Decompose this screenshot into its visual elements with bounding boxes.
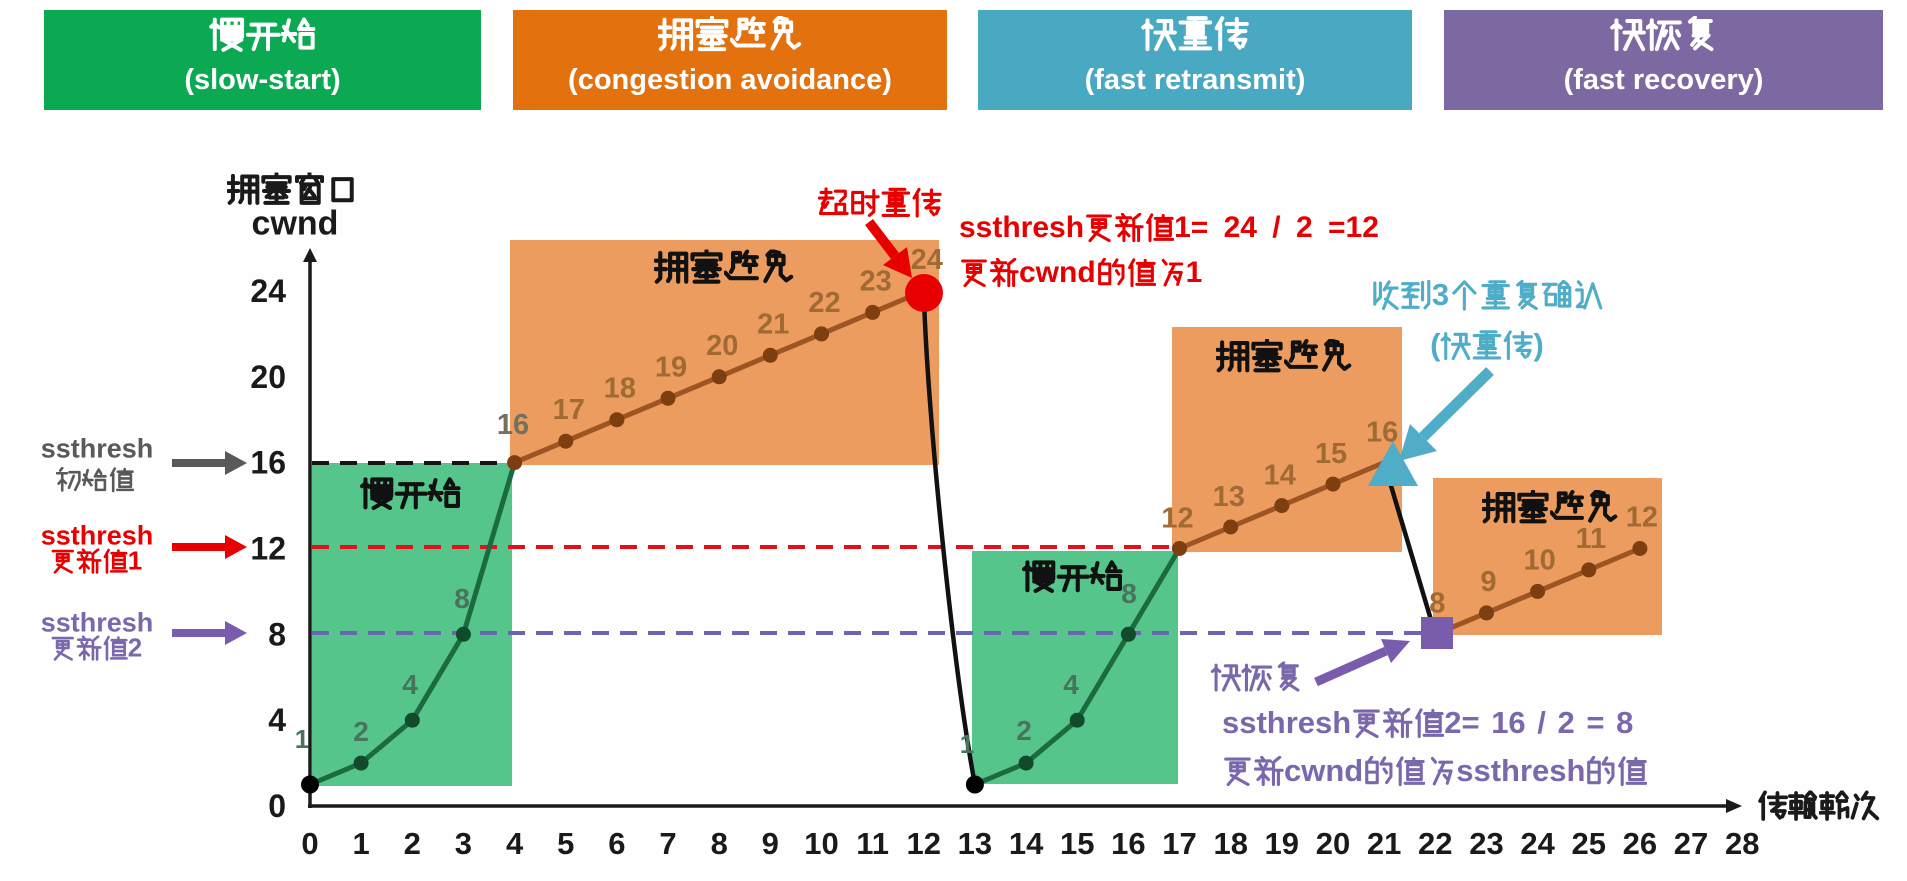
svg-text:4: 4 bbox=[402, 669, 418, 700]
svg-text:21: 21 bbox=[757, 308, 789, 340]
svg-text:22: 22 bbox=[808, 287, 840, 319]
svg-text:11: 11 bbox=[1575, 523, 1606, 555]
svg-text:20: 20 bbox=[706, 330, 738, 362]
svg-text:24: 24 bbox=[250, 273, 286, 309]
svg-text:28: 28 bbox=[1725, 826, 1759, 861]
svg-text:10: 10 bbox=[804, 826, 838, 861]
svg-text:2: 2 bbox=[404, 826, 421, 861]
svg-text:25: 25 bbox=[1572, 826, 1606, 861]
svg-text:2: 2 bbox=[1016, 715, 1032, 746]
svg-text:3: 3 bbox=[455, 826, 472, 861]
svg-text:14: 14 bbox=[1264, 460, 1296, 492]
svg-text:4: 4 bbox=[506, 826, 524, 861]
svg-text:24: 24 bbox=[1520, 826, 1555, 861]
svg-text:11: 11 bbox=[856, 826, 889, 861]
svg-text:18: 18 bbox=[1213, 826, 1247, 861]
svg-text:4: 4 bbox=[268, 702, 286, 738]
svg-text:12: 12 bbox=[1626, 502, 1658, 534]
svg-text:13: 13 bbox=[1213, 481, 1245, 513]
svg-text:20: 20 bbox=[1316, 826, 1350, 861]
svg-text:27: 27 bbox=[1674, 826, 1708, 861]
svg-text:26: 26 bbox=[1623, 826, 1657, 861]
svg-text:21: 21 bbox=[1367, 826, 1401, 861]
svg-text:23: 23 bbox=[1469, 826, 1503, 861]
svg-text:0: 0 bbox=[268, 788, 286, 824]
svg-text:22: 22 bbox=[1418, 826, 1452, 861]
svg-text:8: 8 bbox=[1429, 587, 1445, 619]
svg-text:13: 13 bbox=[958, 826, 992, 861]
svg-text:7: 7 bbox=[659, 826, 676, 861]
svg-text:16: 16 bbox=[1111, 826, 1145, 861]
svg-text:14: 14 bbox=[1009, 826, 1044, 861]
svg-text:12: 12 bbox=[907, 826, 941, 861]
svg-text:20: 20 bbox=[250, 359, 286, 395]
svg-text:8: 8 bbox=[1121, 578, 1137, 609]
svg-text:24: 24 bbox=[911, 244, 943, 276]
svg-text:12: 12 bbox=[1161, 503, 1193, 535]
svg-text:16: 16 bbox=[497, 409, 529, 441]
svg-text:15: 15 bbox=[1315, 438, 1347, 470]
svg-text:16: 16 bbox=[250, 445, 286, 481]
svg-text:9: 9 bbox=[1480, 566, 1496, 598]
svg-text:1: 1 bbox=[960, 729, 974, 759]
svg-text:0: 0 bbox=[301, 826, 318, 861]
svg-text:1: 1 bbox=[352, 826, 369, 861]
svg-text:2: 2 bbox=[353, 716, 369, 747]
svg-text:8: 8 bbox=[454, 583, 470, 614]
svg-text:10: 10 bbox=[1523, 544, 1555, 576]
svg-text:15: 15 bbox=[1060, 826, 1094, 861]
svg-text:23: 23 bbox=[859, 265, 891, 297]
svg-text:6: 6 bbox=[608, 826, 625, 861]
svg-text:18: 18 bbox=[604, 373, 636, 405]
svg-text:19: 19 bbox=[1265, 826, 1299, 861]
svg-text:4: 4 bbox=[1063, 669, 1079, 700]
svg-text:5: 5 bbox=[557, 826, 574, 861]
svg-text:19: 19 bbox=[655, 351, 687, 383]
svg-text:17: 17 bbox=[1162, 826, 1196, 861]
svg-text:9: 9 bbox=[762, 826, 779, 861]
svg-text:8: 8 bbox=[711, 826, 728, 861]
svg-text:1: 1 bbox=[295, 724, 309, 754]
svg-text:16: 16 bbox=[1366, 417, 1398, 449]
svg-text:8: 8 bbox=[268, 616, 286, 652]
svg-text:17: 17 bbox=[553, 394, 585, 426]
svg-text:12: 12 bbox=[250, 531, 286, 567]
